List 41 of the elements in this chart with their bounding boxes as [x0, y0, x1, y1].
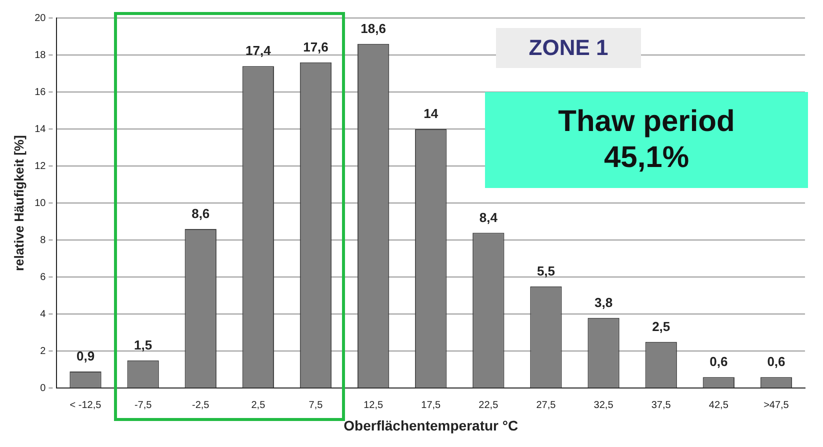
x-tick-label: >47,5 — [764, 400, 790, 411]
data-label: 1,5 — [134, 338, 152, 353]
y-tick-label: 4 — [40, 308, 46, 320]
x-tick-label: 32,5 — [594, 400, 614, 411]
x-tick-label: -7,5 — [134, 400, 152, 411]
y-tick-label: 10 — [34, 198, 46, 209]
x-tick-label: < -12,5 — [70, 400, 102, 411]
data-label: 5,5 — [536, 263, 556, 278]
y-axis-title: relative Häufigkeit [%] — [11, 135, 26, 272]
data-label: 14 — [424, 106, 439, 122]
y-tick-label: 6 — [40, 272, 46, 283]
x-axis-title: Oberflächentemperatur °C — [344, 417, 518, 434]
data-label: 8,6 — [192, 206, 210, 222]
data-label: 18,6 — [360, 20, 386, 36]
data-label: 0,6 — [710, 354, 728, 370]
data-label: 0,9 — [76, 348, 95, 364]
y-tick-label: 18 — [34, 50, 46, 61]
data-label: 17,6 — [303, 40, 328, 54]
x-tick-label: 37,5 — [651, 400, 672, 411]
data-label: 8,4 — [479, 210, 498, 225]
x-tick-label: -2,5 — [192, 400, 210, 411]
data-label: 2,5 — [652, 319, 670, 334]
y-tick-label: 12 — [34, 160, 46, 172]
x-tick-label: 12,5 — [364, 400, 384, 411]
data-label: 3,8 — [594, 294, 613, 310]
y-tick-label: 0 — [40, 382, 46, 394]
x-tick-label: 42,5 — [708, 400, 729, 411]
y-tick-label: 2 — [40, 346, 46, 357]
x-tick-label: 27,5 — [536, 400, 556, 411]
y-tick-label: 8 — [40, 234, 46, 246]
data-label: 17,4 — [246, 43, 272, 58]
x-tick-label: 17,5 — [421, 400, 442, 411]
label-box: Thaw period 45,1% — [485, 92, 808, 188]
data-label: 0,6 — [767, 354, 786, 370]
y-tick-label: 14 — [34, 124, 46, 135]
x-tick-label: 7,5 — [308, 400, 324, 411]
y-tick-label: 20 — [34, 12, 46, 24]
x-tick-label: 22,5 — [478, 400, 499, 411]
label-box: ZONE 1 — [496, 28, 641, 68]
x-tick-label: 2,5 — [251, 400, 266, 411]
y-tick-label: 16 — [34, 86, 46, 98]
